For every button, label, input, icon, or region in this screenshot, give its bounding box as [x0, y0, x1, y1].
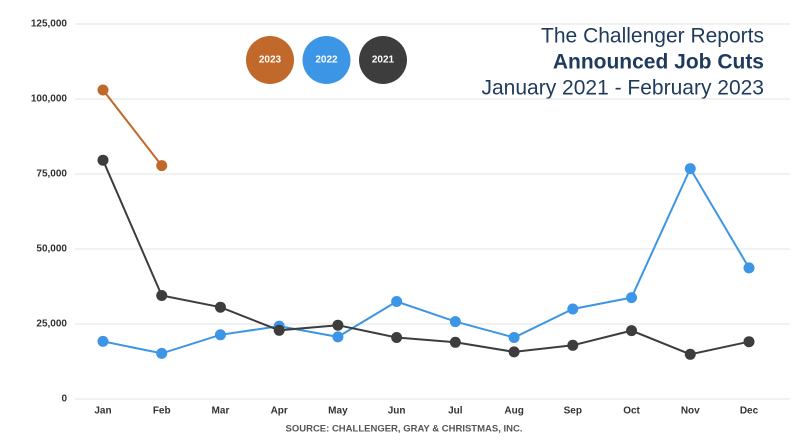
series-line — [102, 89, 163, 167]
legend-label: 2021 — [372, 55, 395, 66]
data-point — [391, 332, 403, 343]
data-point — [626, 325, 638, 337]
data-point — [156, 160, 168, 172]
series-line — [102, 159, 750, 356]
x-tick-label: Apr — [271, 406, 288, 417]
data-point — [684, 163, 696, 175]
chart-header: The Challenger Reports — [541, 25, 764, 48]
data-point — [273, 324, 285, 336]
data-point — [449, 336, 461, 348]
legend-label: 2022 — [315, 55, 338, 66]
data-point — [508, 346, 520, 358]
data-point — [391, 296, 403, 307]
data-point — [626, 292, 638, 304]
y-tick-label: 75,000 — [36, 169, 67, 180]
data-point — [214, 301, 226, 313]
data-point — [508, 332, 520, 343]
data-point — [156, 347, 168, 359]
data-point — [97, 84, 109, 96]
data-point — [743, 336, 755, 348]
legend-label: 2023 — [259, 55, 282, 66]
data-point — [156, 290, 168, 301]
data-point — [567, 339, 579, 351]
y-tick-label: 50,000 — [36, 244, 67, 255]
x-tick-label: Sep — [564, 406, 582, 417]
y-tick-label: 0 — [61, 394, 67, 405]
data-point — [97, 154, 109, 166]
x-tick-label: Dec — [740, 406, 759, 417]
data-point — [97, 335, 109, 347]
legend-swatch — [246, 36, 294, 84]
x-tick-label: Jul — [448, 406, 463, 417]
series-line — [102, 166, 750, 355]
data-point — [332, 319, 344, 331]
chart-subtitle: January 2021 - February 2023 — [481, 77, 764, 100]
y-tick-label: 125,000 — [31, 19, 68, 30]
x-tick-label: Nov — [681, 406, 700, 417]
data-point — [567, 303, 579, 315]
y-tick-label: 100,000 — [31, 94, 68, 105]
legend-swatch — [302, 36, 351, 84]
x-tick-label: Oct — [623, 406, 640, 417]
y-tick-label: 25,000 — [36, 319, 67, 330]
x-tick-label: Jan — [94, 406, 111, 417]
data-point — [214, 329, 226, 341]
source: SOURCE: CHALLENGER, GRAY & CHRISTMAS, IN… — [286, 424, 523, 435]
legend-swatch — [359, 36, 407, 84]
data-point — [449, 316, 461, 328]
x-tick-label: Mar — [212, 406, 230, 417]
x-tick-label: Aug — [504, 406, 523, 417]
x-tick-label: Feb — [153, 406, 171, 417]
data-point — [684, 348, 696, 360]
chart-title: Announced Job Cuts — [553, 51, 764, 74]
x-tick-label: May — [328, 406, 348, 417]
x-tick-label: Jun — [388, 406, 406, 417]
data-point — [743, 262, 755, 274]
data-point — [332, 331, 344, 343]
